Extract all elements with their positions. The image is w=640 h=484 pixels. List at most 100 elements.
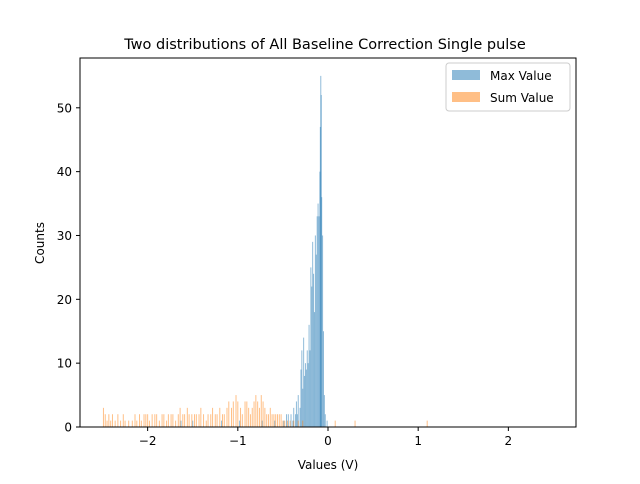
bar-max-value <box>192 420 194 427</box>
bar-max-value <box>306 350 308 427</box>
bar-max-value <box>287 414 289 427</box>
bar-sum-value <box>302 420 304 427</box>
bar-sum-value <box>232 401 234 427</box>
bar-sum-value <box>248 407 250 427</box>
bar-max-value <box>286 414 288 427</box>
bar-sum-value <box>240 407 242 427</box>
chart-legend: Max Value Sum Value <box>445 62 571 112</box>
chart-title: Two distributions of All Baseline Correc… <box>123 37 526 53</box>
bar-sum-value <box>216 414 218 427</box>
bar-sum-value <box>145 414 147 427</box>
bar-sum-value <box>163 414 165 427</box>
bar-max-value <box>261 420 263 427</box>
bar-sum-value <box>108 414 110 427</box>
bar-max-value <box>295 401 297 427</box>
y-tick-label: 20 <box>57 293 72 307</box>
bar-sum-value <box>175 420 177 427</box>
bar-sum-value <box>195 414 197 427</box>
bar-sum-value <box>117 414 119 427</box>
bar-sum-value <box>210 414 212 427</box>
bar-sum-value <box>226 407 228 427</box>
bar-sum-value <box>241 414 243 427</box>
histogram-bars <box>102 75 428 427</box>
bar-sum-value <box>120 420 122 427</box>
bar-sum-value <box>131 420 133 427</box>
bar-sum-value <box>111 414 113 427</box>
bar-sum-value <box>167 414 169 427</box>
bar-sum-value <box>286 420 288 427</box>
bar-sum-value <box>277 414 278 427</box>
bar-max-value <box>304 363 306 427</box>
x-tick-label: −2 <box>139 434 157 448</box>
y-tick-label: 50 <box>57 101 72 115</box>
bar-sum-value <box>282 420 284 427</box>
bar-sum-value <box>267 414 269 427</box>
bar-sum-value <box>140 420 142 427</box>
bar-sum-value <box>188 414 190 427</box>
bar-sum-value <box>426 420 428 427</box>
bar-sum-value <box>260 395 262 427</box>
bar-sum-value <box>179 407 181 427</box>
bar-sum-value <box>147 414 149 427</box>
bar-max-value <box>305 369 307 427</box>
x-axis-label: Values (V) <box>298 458 359 472</box>
bar-sum-value <box>158 420 160 427</box>
bar-sum-value <box>203 414 205 427</box>
bar-max-value <box>283 420 285 427</box>
bar-sum-value <box>223 414 225 427</box>
bar-max-value <box>300 369 302 427</box>
y-tick-label: 0 <box>64 421 72 435</box>
bar-max-value <box>293 407 295 427</box>
bar-sum-value <box>191 414 193 427</box>
bar-max-value <box>314 235 316 427</box>
bar-sum-value <box>235 395 237 427</box>
bar-sum-value <box>269 407 271 427</box>
bar-sum-value <box>102 407 104 427</box>
bar-sum-value <box>177 414 179 427</box>
bar-max-value <box>303 337 305 427</box>
legend-swatch-sum-value <box>452 92 480 102</box>
x-tick-label: −1 <box>229 434 247 448</box>
bar-sum-value <box>289 420 291 427</box>
bar-max-value <box>315 254 317 427</box>
bar-max-value <box>313 273 315 427</box>
bar-sum-value <box>161 414 163 427</box>
bar-sum-value <box>253 401 255 427</box>
bar-sum-value <box>184 414 186 427</box>
bar-max-value <box>308 324 310 427</box>
legend-swatch-max-value <box>452 70 480 80</box>
bar-sum-value <box>237 401 239 427</box>
bar-max-value <box>324 414 326 427</box>
bar-sum-value <box>186 407 188 427</box>
legend-label-max-value: Max Value <box>490 69 552 83</box>
bar-sum-value <box>170 414 172 427</box>
bar-max-value <box>290 414 292 427</box>
bar-sum-value <box>151 414 153 427</box>
bar-max-value <box>301 350 303 427</box>
y-tick-label: 40 <box>57 165 72 179</box>
bar-sum-value <box>154 414 156 427</box>
bar-sum-value <box>251 407 253 427</box>
bar-sum-value <box>106 420 108 427</box>
bar-sum-value <box>114 420 116 427</box>
bar-sum-value <box>278 414 280 427</box>
bar-sum-value <box>258 407 260 427</box>
bar-max-value <box>297 395 299 427</box>
bar-max-value <box>312 241 314 427</box>
bar-sum-value <box>172 414 174 427</box>
bar-max-value <box>239 420 241 427</box>
bar-sum-value <box>228 401 230 427</box>
y-tick-label: 30 <box>57 229 72 243</box>
bar-sum-value <box>207 414 209 427</box>
bar-max-value <box>274 420 276 427</box>
bar-sum-value <box>134 414 136 427</box>
bar-max-value <box>321 197 323 427</box>
bar-max-value <box>317 203 319 427</box>
plot-frame <box>79 57 577 428</box>
bar-sum-value <box>148 420 150 427</box>
bar-sum-value <box>221 414 223 427</box>
bar-max-value <box>310 267 312 427</box>
x-tick-label: 2 <box>505 434 513 448</box>
